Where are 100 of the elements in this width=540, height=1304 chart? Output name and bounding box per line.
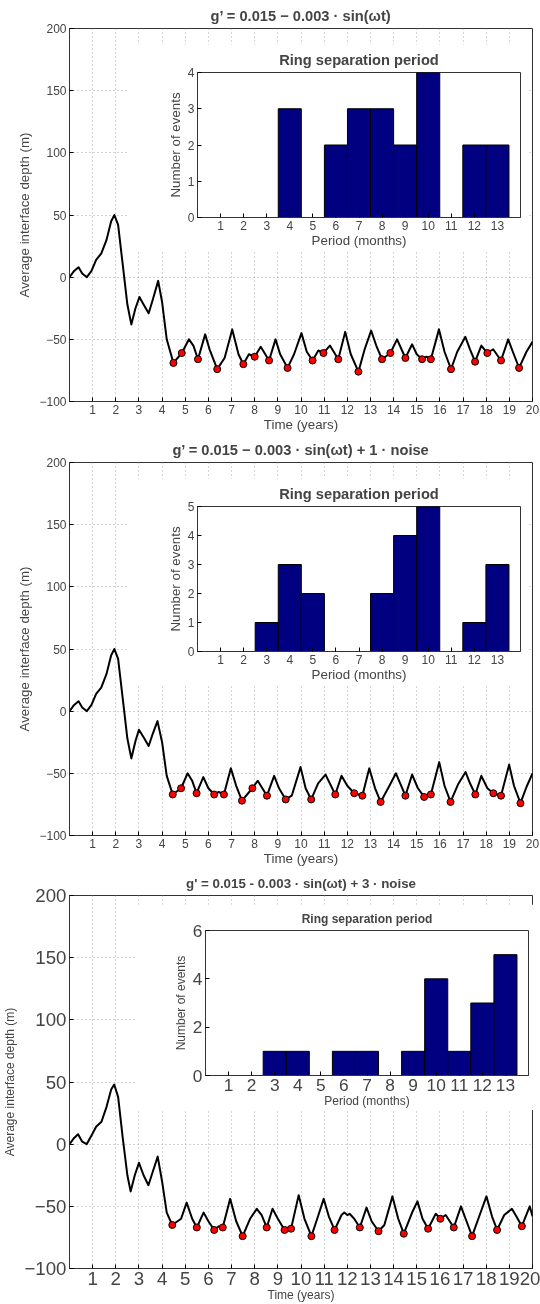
x-tick-label: 10 — [294, 402, 308, 417]
x-tick-label: 19 — [502, 836, 517, 851]
x-tick-label: 4 — [158, 402, 166, 417]
x-tick-label: 17 — [456, 402, 471, 417]
point — [283, 363, 292, 372]
x-tick-label: 10 — [421, 652, 436, 667]
y-tick-label: 1 — [187, 616, 195, 630]
x-tick-label: 2 — [240, 652, 248, 667]
x-tick-label: 16 — [429, 1267, 451, 1289]
point — [418, 355, 427, 364]
x-tick-label: 18 — [475, 1267, 497, 1289]
x-tick-label: 16 — [433, 836, 447, 851]
x-tick-label: 13 — [360, 1267, 381, 1289]
x-tick-label: 10 — [294, 836, 308, 851]
y-tick-label: 0 — [59, 704, 67, 719]
point — [447, 365, 456, 374]
x-tick-label: 8 — [385, 1074, 395, 1095]
y-tick-label: 50 — [45, 1071, 67, 1093]
x-tick-label: 1 — [223, 1074, 234, 1095]
x-tick-label: 8 — [251, 836, 259, 851]
y-tick-label: 0 — [187, 211, 195, 225]
point — [193, 355, 202, 364]
x-tick-label: 11 — [445, 218, 458, 233]
x-tick-label: 7 — [226, 1267, 237, 1289]
x-tick-label: 10 — [421, 218, 436, 233]
y-tick-label: 100 — [46, 580, 67, 595]
x-tick-label: 14 — [386, 402, 401, 417]
x-tick-label: 8 — [378, 652, 386, 667]
x-tick-label: 11 — [314, 1267, 334, 1289]
y-tick-label: 1 — [187, 174, 195, 189]
x-tick-label: 12 — [467, 218, 482, 233]
y-axis-title: Average interface depth (m) — [3, 1007, 18, 1157]
y-tick-label: −100 — [39, 829, 67, 843]
x-tick-label: 6 — [205, 402, 213, 417]
y-tick-label: 150 — [35, 947, 67, 969]
y-axis-title: Number of events — [167, 526, 183, 632]
y-tick-label: 0 — [56, 1133, 67, 1155]
point — [471, 357, 480, 366]
point — [177, 349, 186, 357]
x-axis-title: Period (months) — [324, 1093, 410, 1108]
x-tick-label: 1 — [217, 218, 225, 233]
x-tick-label: 12 — [472, 1074, 492, 1095]
point — [239, 360, 248, 369]
x-tick-label: 16 — [433, 402, 447, 417]
x-tick-label: 11 — [317, 836, 331, 851]
point — [308, 356, 317, 365]
y-tick-label: 150 — [46, 518, 67, 533]
x-tick-label: 11 — [450, 1074, 469, 1095]
chart-title: g’ = 0.015 − 0.003 · sin(ωt) — [210, 7, 391, 24]
y-tick-label: 3 — [187, 102, 195, 117]
x-tick-label: 20 — [525, 402, 540, 417]
y-tick-label: −100 — [39, 395, 67, 409]
y-axis-title: Average interface depth (m) — [17, 566, 33, 732]
x-tick-label: 13 — [495, 1074, 516, 1095]
x-tick-label: 8 — [249, 1267, 260, 1289]
y-tick-label: 100 — [46, 146, 67, 161]
point — [401, 353, 410, 362]
x-tick-label: 7 — [228, 402, 236, 417]
x-tick-label: 8 — [378, 218, 386, 233]
x-tick-label: 3 — [269, 1074, 280, 1095]
y-axis-title: Number of events — [167, 92, 183, 198]
x-tick-label: 20 — [525, 836, 540, 851]
x-axis-title: Period (months) — [311, 666, 407, 682]
y-tick-label: 2 — [192, 1017, 203, 1038]
chart-title: Ring separation period — [279, 485, 439, 502]
x-tick-label: 9 — [272, 1267, 284, 1289]
x-tick-label: 10 — [290, 1267, 312, 1289]
x-tick-label: 8 — [251, 402, 259, 417]
x-tick-label: 2 — [240, 218, 248, 233]
point — [169, 358, 178, 367]
x-tick-label: 15 — [406, 1267, 428, 1289]
x-tick-label: 1 — [87, 1267, 98, 1289]
x-axis-title: Period (months) — [311, 232, 407, 248]
x-tick-label: 9 — [401, 218, 409, 233]
x-tick-label: 19 — [502, 402, 517, 417]
x-tick-label: 2 — [112, 402, 120, 417]
y-tick-label: 2 — [187, 138, 195, 153]
x-tick-label: 5 — [309, 652, 317, 667]
x-tick-label: 14 — [386, 836, 401, 851]
y-tick-label: 2 — [187, 587, 195, 601]
x-tick-label: 12 — [467, 652, 482, 667]
x-tick-label: 3 — [263, 218, 271, 233]
y-tick-label: 0 — [192, 1065, 203, 1086]
x-tick-label: 5 — [309, 218, 317, 233]
x-tick-label: 13 — [490, 218, 505, 233]
x-tick-label: 20 — [519, 1267, 540, 1289]
y-tick-label: −50 — [34, 1195, 67, 1217]
x-tick-label: 3 — [135, 836, 143, 851]
chart-title: Ring separation period — [301, 911, 433, 926]
y-tick-label: 5 — [187, 500, 195, 514]
x-tick-label: 6 — [339, 1074, 349, 1095]
x-tick-label: 4 — [292, 1074, 303, 1095]
x-tick-label: 12 — [336, 1267, 358, 1289]
x-tick-label: 4 — [286, 218, 294, 233]
point — [265, 356, 274, 365]
x-tick-label: 5 — [316, 1074, 326, 1095]
x-tick-label: 7 — [355, 652, 363, 667]
point — [378, 355, 387, 364]
x-tick-label: 4 — [286, 652, 294, 667]
x-tick-label: 11 — [445, 652, 458, 667]
